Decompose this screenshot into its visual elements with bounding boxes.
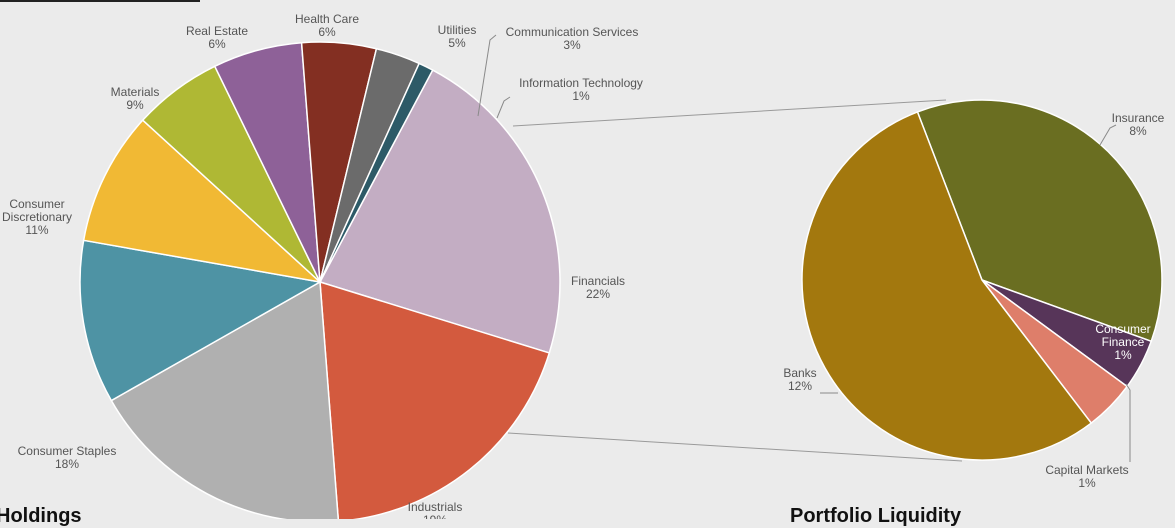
liquidity-label-banks: Banks 12% — [783, 366, 816, 393]
financials-breakdown-pie — [801, 99, 1163, 461]
holdings-slice-industrials — [319, 280, 551, 519]
leader-information-technology — [496, 96, 511, 119]
holdings-slice-financials — [318, 69, 561, 354]
holdings-label-information-technology: Information Technology 1% — [519, 76, 643, 103]
connector-line-bottom — [507, 432, 963, 462]
holdings-label-health-care: Health Care 6% — [295, 12, 359, 39]
liquidity-label-capital-markets: Capital Markets 1% — [1045, 463, 1128, 490]
holdings-label-real-estate: Real Estate 6% — [186, 24, 248, 51]
holdings-slice-consumer-discretionary — [79, 239, 323, 402]
holdings-slice-materials — [82, 119, 323, 284]
leader-capital-markets — [1125, 383, 1131, 462]
holdings-label-financials: Financials 22% — [571, 274, 625, 301]
holdings-label-utilities: Utilities 5% — [438, 23, 477, 50]
liquidity-slice-insurance — [916, 99, 1163, 343]
liquidity-slice-banks — [801, 110, 1093, 461]
leader-communication-services — [477, 34, 497, 117]
liquidity-label-consumer-finance: Consumer Finance 1% — [1095, 322, 1150, 362]
connector-lines — [507, 99, 963, 462]
holdings-pie — [79, 41, 561, 519]
top-rule — [0, 0, 200, 2]
portfolio-liquidity-heading: Portfolio Liquidity — [790, 505, 962, 527]
holdings-label-communication-services: Communication Services 3% — [506, 25, 639, 52]
holdings-label-consumer-staples: Consumer Staples 18% — [18, 444, 117, 471]
holdings-slice-consumer-staples — [110, 280, 339, 519]
liquidity-label-insurance: Insurance 8% — [1112, 111, 1165, 138]
connector-line-top — [512, 99, 947, 127]
leader-insurance — [1099, 124, 1117, 146]
holdings-label-consumer-discretionary: Consumer Discretionary 11% — [2, 197, 72, 237]
holdings-label-materials: Materials 9% — [111, 85, 160, 112]
holdings-label-industrials: Industrials19% — [408, 500, 463, 519]
holdings-heading: Holdings — [0, 505, 82, 527]
holdings-slice-information-technology — [319, 62, 434, 283]
